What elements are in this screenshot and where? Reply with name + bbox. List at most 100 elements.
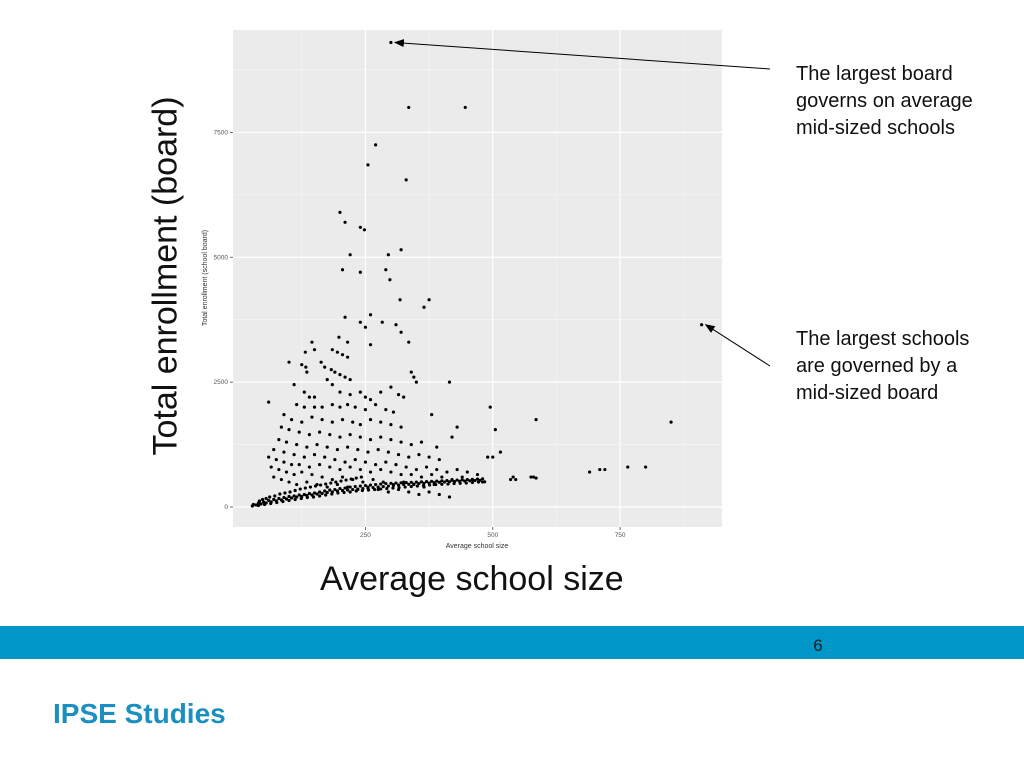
annotation-arrows: [393, 39, 771, 367]
scatter-point: [330, 477, 334, 482]
scatter-point: [480, 477, 485, 481]
annotation-largest-schools: The largest schools are governed by a mi…: [796, 328, 970, 404]
scatter-point: [415, 484, 419, 488]
scatter-point: [381, 484, 385, 489]
scatter-point: [358, 390, 362, 394]
scatter-point: [414, 380, 418, 384]
scatter-point: [422, 305, 426, 309]
scatter-point: [529, 475, 533, 479]
scatter-point: [419, 480, 424, 484]
scatter-point: [329, 368, 333, 372]
scatter-point: [358, 320, 362, 324]
scatter-point: [379, 420, 383, 424]
scatter-point: [379, 390, 383, 394]
scatter-point: [349, 477, 353, 481]
scatter-point: [358, 484, 362, 488]
scatter-point: [299, 496, 303, 501]
scatter-point: [348, 490, 352, 494]
scatter-point: [368, 343, 373, 347]
scatter-point: [396, 393, 401, 397]
scatter-point: [303, 486, 307, 490]
scatter-point: [323, 489, 327, 493]
scatter-point: [292, 383, 296, 387]
inner-x-axis-label: Average school size: [446, 543, 509, 550]
scatter-point: [307, 395, 312, 399]
scatter-point: [374, 143, 378, 147]
scatter-point: [486, 455, 490, 459]
scatter-point: [324, 493, 328, 497]
scatter-point: [311, 495, 316, 499]
scatter-point: [330, 403, 334, 407]
x-tick-label: 250: [360, 532, 371, 539]
scatter-point: [307, 432, 312, 437]
scatter-point: [282, 495, 286, 500]
scatter-point: [374, 403, 378, 407]
scatter-point: [284, 470, 289, 474]
scatter-point: [320, 418, 324, 422]
scatter-point: [437, 492, 441, 497]
scatter-point: [356, 447, 360, 452]
scatter-point: [368, 437, 373, 442]
scatter-point: [421, 483, 426, 488]
scatter-point: [287, 494, 291, 499]
scatter-point: [278, 492, 282, 496]
scatter-point: [295, 403, 299, 407]
scatter-point: [292, 494, 296, 498]
scatter-point: [353, 405, 357, 409]
scatter-point: [312, 405, 317, 409]
scatter-point: [317, 494, 322, 498]
scatter-point: [353, 484, 357, 489]
scatter-point: [534, 418, 538, 422]
scatter-point: [348, 465, 352, 469]
scatter-point: [399, 248, 403, 252]
scatter-point: [267, 498, 271, 503]
scatter-point: [389, 470, 393, 474]
scatter-point: [463, 105, 467, 110]
scatter-point: [315, 442, 319, 447]
scatter-point: [409, 472, 413, 477]
scatter-point: [404, 465, 408, 469]
y-tick-label: 5000: [214, 254, 229, 261]
scatter-point: [288, 490, 292, 494]
scatter-point: [373, 487, 377, 492]
scatter-point: [419, 440, 424, 444]
scatter-point: [409, 370, 413, 374]
scatter-point: [338, 467, 342, 472]
y-tick-label: 2500: [214, 379, 229, 386]
scatter-point: [346, 340, 350, 344]
scatter-point: [407, 105, 411, 110]
scatter-point: [437, 457, 441, 462]
scatter-point: [330, 348, 334, 352]
scatter-point: [353, 457, 357, 462]
scatter-point: [419, 475, 424, 479]
scatter-point: [348, 485, 352, 489]
scatter-point: [307, 465, 312, 469]
scatter-point: [361, 480, 365, 484]
scatter-point: [430, 472, 434, 477]
scatter-point: [669, 420, 673, 424]
scatter-point: [643, 465, 648, 469]
scatter-point: [338, 390, 342, 394]
scatter-point: [300, 363, 304, 367]
scatter-point: [338, 405, 342, 409]
scatter-point: [391, 483, 396, 488]
scatter-point: [470, 480, 475, 485]
scatter-point: [368, 418, 373, 422]
scatter-point: [333, 457, 337, 462]
scatter-point: [346, 488, 350, 492]
scatter-point: [430, 479, 434, 483]
scatter-point: [268, 495, 272, 499]
scatter-point: [330, 420, 334, 424]
scatter-point: [312, 452, 317, 457]
scatter-point: [397, 485, 401, 490]
scatter-point: [351, 487, 355, 492]
scatter-point: [587, 470, 592, 474]
page-number: 6: [813, 636, 823, 655]
scatter-point: [598, 467, 602, 472]
scatter-point: [346, 355, 350, 359]
scatter-point: [381, 480, 385, 484]
scatter-point: [267, 455, 271, 459]
scatter-point: [343, 460, 347, 464]
scatter-point: [260, 497, 265, 502]
